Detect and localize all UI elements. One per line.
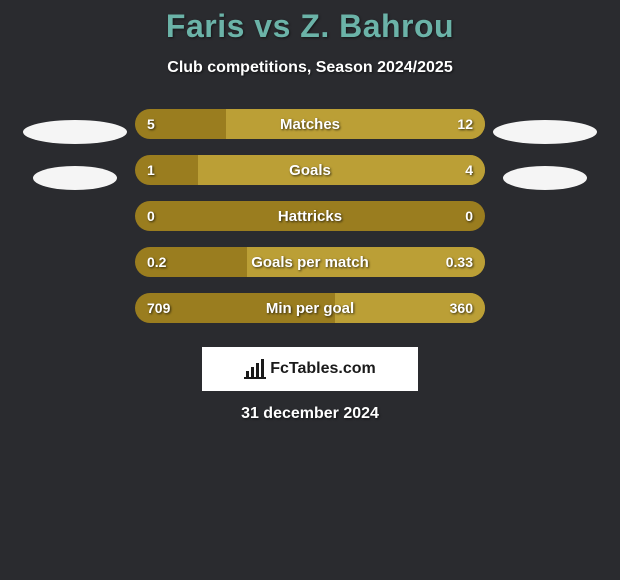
brand-badge[interactable]: FcTables.com bbox=[202, 347, 418, 391]
club-logo bbox=[23, 120, 127, 144]
stat-bar: 0Hattricks0 bbox=[135, 201, 485, 231]
stat-bar: 0.2Goals per match0.33 bbox=[135, 247, 485, 277]
stat-right-value: 0.33 bbox=[446, 247, 473, 277]
stat-label: Min per goal bbox=[135, 293, 485, 323]
club-logo bbox=[503, 166, 587, 190]
stat-label: Goals per match bbox=[135, 247, 485, 277]
stat-bar: 5Matches12 bbox=[135, 109, 485, 139]
chart-icon bbox=[244, 359, 266, 379]
stat-right-value: 360 bbox=[450, 293, 473, 323]
club-logo bbox=[33, 166, 117, 190]
stat-bar: 709Min per goal360 bbox=[135, 293, 485, 323]
stat-bars: 5Matches12 1Goals4 0Hattricks0 0.2Goals per… bbox=[135, 109, 485, 339]
date-label: 31 december 2024 bbox=[0, 405, 620, 423]
stat-right-value: 12 bbox=[457, 109, 473, 139]
stat-label: Matches bbox=[135, 109, 485, 139]
left-logo-column bbox=[15, 109, 135, 339]
right-logo-column bbox=[485, 109, 605, 339]
comparison-body: 5Matches12 1Goals4 0Hattricks0 0.2Goals per… bbox=[0, 109, 620, 339]
page-title: Faris vs Z. Bahrou bbox=[0, 8, 620, 45]
stat-label: Goals bbox=[135, 155, 485, 185]
stat-right-value: 4 bbox=[465, 155, 473, 185]
stat-label: Hattricks bbox=[135, 201, 485, 231]
comparison-widget: Faris vs Z. Bahrou Club competitions, Se… bbox=[0, 0, 620, 423]
subtitle: Club competitions, Season 2024/2025 bbox=[0, 59, 620, 77]
stat-bar: 1Goals4 bbox=[135, 155, 485, 185]
club-logo bbox=[493, 120, 597, 144]
brand-text: FcTables.com bbox=[270, 360, 376, 378]
stat-right-value: 0 bbox=[465, 201, 473, 231]
